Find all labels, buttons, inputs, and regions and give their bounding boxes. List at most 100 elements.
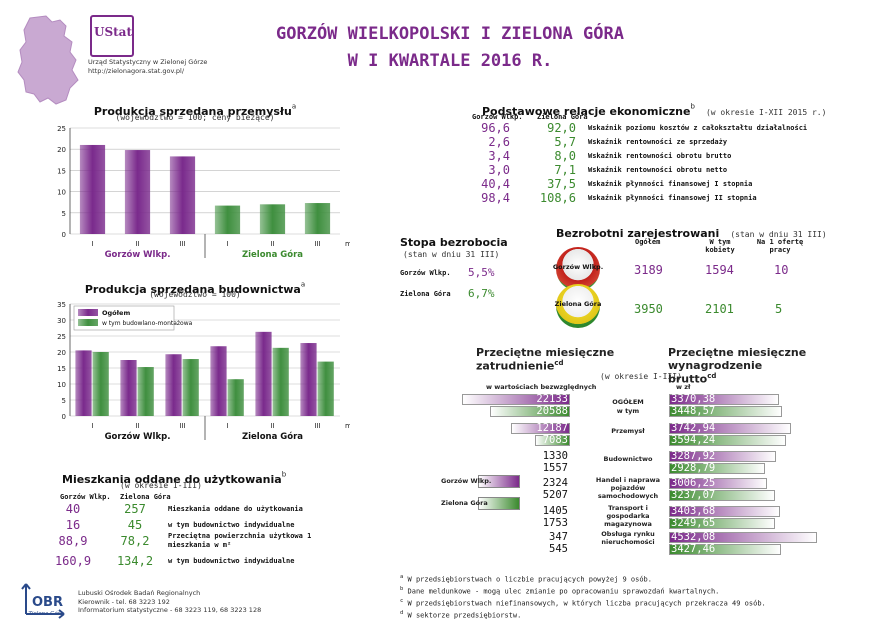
econ-zg-value: 7,1 <box>554 163 576 177</box>
wage-zg-value: 3427,46 <box>671 543 716 555</box>
wages-title-sup: cd <box>707 372 717 380</box>
bar <box>304 203 331 234</box>
econ-indicator-label: Wskaźnik płynności finansowej I stopnia <box>588 180 753 188</box>
footnote-mark: c <box>400 598 404 604</box>
econ-zg-value: 92,0 <box>547 121 576 135</box>
ustat-logo-text: UStat <box>94 25 132 39</box>
econ-gw-value: 98,4 <box>481 191 510 205</box>
bar <box>124 150 151 234</box>
employment-period: (w okresie I-III) <box>600 372 682 381</box>
x-tick-label: I <box>226 240 228 248</box>
housing-zg-value: 134,2 <box>116 554 154 568</box>
x-tick-label: II <box>270 240 274 248</box>
housing-title-text: Mieszkania oddane do użytkowania <box>62 473 282 486</box>
wage-bar-zg <box>669 544 781 555</box>
construction-chart-subtitle: (województwo = 100) <box>149 290 241 299</box>
bar <box>259 204 286 234</box>
economic-period: (w okresie I-XII 2015 r.) <box>705 108 827 117</box>
unemployed-period: (stan w dniu 31 III) <box>730 230 827 239</box>
ustat-logo: UStat <box>90 15 134 57</box>
legend-swatch-construction <box>78 319 98 326</box>
wage-bar-gw <box>669 451 777 462</box>
unemp-rate-gw: 5,5% <box>468 266 495 279</box>
industry-chart-title-text: Produkcja sprzedana przemysłu <box>93 105 292 118</box>
employment-zg-value: 7083 <box>542 434 568 446</box>
employment-gw-value: 22133 <box>536 393 568 405</box>
y-tick-label: 15 <box>57 167 66 175</box>
bar <box>79 144 106 234</box>
office-url[interactable]: http://zielonagora.stat.gov.pl/ <box>88 67 185 75</box>
bar <box>214 205 241 234</box>
zg-unemployed-total: 3950 <box>634 302 663 316</box>
obr-logo: OBR <box>21 583 65 619</box>
page-title-line1: GORZÓW WIELKOPOLSKI I ZIELONA GÓRA <box>276 24 624 44</box>
y-tick-label: 30 <box>57 317 66 325</box>
econ-gw-value: 96,6 <box>481 121 510 135</box>
employment-title-text: Przeciętne miesięczne zatrudnienie <box>476 346 615 373</box>
wages-title: Przeciętne miesięczne wynagrodzenie brut… <box>668 346 808 386</box>
y-tick-label: 25 <box>57 333 66 341</box>
housing-title-sup: b <box>281 470 287 479</box>
x-tick-label: I <box>91 422 93 430</box>
footer-info: Informatorium statystyczne - 68 3223 119… <box>78 606 262 614</box>
unemp-rate-period: (stan w dniu 31 III) <box>403 250 500 259</box>
econ-indicator-label: Wskaźnik płynności finansowej II stopnia <box>588 194 757 202</box>
bar-construction <box>227 379 244 416</box>
bar-construction <box>272 347 289 416</box>
wage-gw-value: 3742,94 <box>671 422 716 434</box>
employment-unit: w wartościach bezwzględnych <box>486 383 597 391</box>
y-tick-label: 0 <box>62 231 66 239</box>
industry-chart-title-sup: a <box>291 102 297 111</box>
legend-zg-label: Zielona Góra <box>441 499 488 507</box>
x-axis-unit: miesiące <box>345 240 350 248</box>
wage-bar-zg <box>669 463 765 474</box>
obr-logo-sub: Zielona Góra <box>28 611 64 617</box>
housing-gw-value: 88,9 <box>58 534 88 548</box>
econ-gw-value: 40,4 <box>481 177 510 191</box>
housing-col-gw: Gorzów Wlkp. <box>60 493 111 501</box>
footnote-text: W przedsiębiorstwach o liczbie pracujący… <box>403 575 652 584</box>
employment-zg-value: 1557 <box>542 462 568 474</box>
y-tick-label: 10 <box>57 381 66 389</box>
bar-construction <box>317 361 334 416</box>
group-label: Zielona Góra <box>242 431 303 442</box>
employment-zg-value: 545 <box>549 543 568 555</box>
wage-zg-value: 3237,07 <box>671 489 716 501</box>
sector-label: Obsługa rynku nieruchomości <box>601 530 655 546</box>
econ-zg-value: 8,0 <box>554 149 576 163</box>
housing-gw-value: 16 <box>65 518 81 532</box>
y-tick-label: 5 <box>62 397 66 405</box>
housing-row-label: Przeciętna powierzchnia użytkowa 1 miesz… <box>168 532 312 549</box>
wage-gw-value: 4532,08 <box>671 531 716 543</box>
bar-total <box>165 354 182 416</box>
wage-bar-gw <box>669 478 768 489</box>
gw-badge-label: Gorzów Wlkp. <box>552 263 604 271</box>
econ-indicator-label: Wskaźnik rentowności obrotu netto <box>588 166 728 174</box>
wage-gw-value: 3006,25 <box>671 477 716 489</box>
wage-gw-value: 3287,92 <box>671 450 716 462</box>
x-tick-label: III <box>314 240 320 248</box>
unemployed-col-offer: Na 1 ofertę pracy <box>756 238 804 254</box>
employment-bar-zg <box>490 406 570 417</box>
econ-gw-value: 2,6 <box>488 135 510 149</box>
wage-gw-value: 3370,38 <box>671 393 716 405</box>
wage-zg-value: 3249,65 <box>671 517 716 529</box>
zg-unemployed-women: 2101 <box>705 302 734 316</box>
x-tick-label: III <box>179 422 185 430</box>
employment-gw-value: 347 <box>549 531 568 543</box>
footnote-mark: b <box>400 586 404 592</box>
economic-col-gw: Gorzów Wlkp. <box>472 113 523 121</box>
employment-gw-value: 1330 <box>542 450 568 462</box>
econ-indicator-label: Wskaźnik poziomu kosztów z całokształtu … <box>588 124 808 132</box>
footnote: d W sektorze przedsiębiorstw. <box>400 610 521 619</box>
x-tick-label: I <box>91 240 93 248</box>
unemp-rate-gw-label: Gorzów Wlkp. <box>400 269 451 277</box>
legend-swatch-total <box>78 309 98 316</box>
bar <box>169 156 196 234</box>
employment-zg-value: 1753 <box>542 517 568 529</box>
gw-unemployed-total: 3189 <box>634 263 663 277</box>
economic-col-zg: Zielona Góra <box>537 113 588 121</box>
industry-chart-title: Produkcja sprzedana przemysłua <box>60 100 330 119</box>
housing-zg-value: 257 <box>124 502 146 516</box>
